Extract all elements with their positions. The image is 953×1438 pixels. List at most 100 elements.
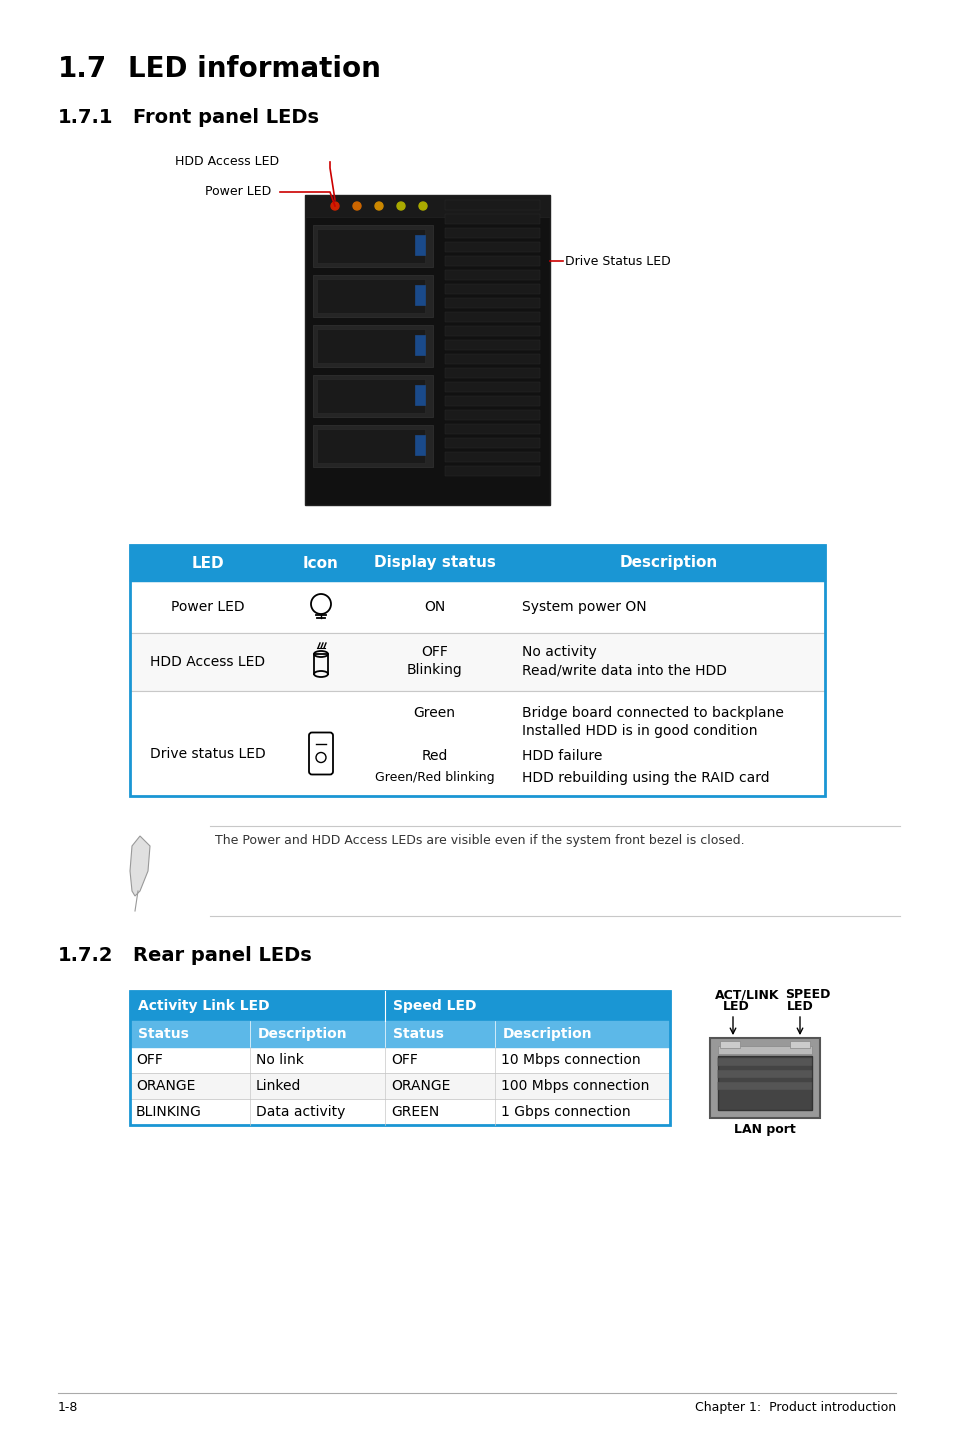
Text: Icon: Icon (303, 555, 338, 571)
Bar (444, 283, 539, 293)
Bar (415, 385, 424, 406)
Text: LAN port: LAN port (734, 1123, 795, 1136)
Bar (444, 452, 539, 462)
Bar (130, 545, 824, 797)
Text: Power LED: Power LED (205, 186, 271, 198)
Text: Description: Description (257, 1027, 347, 1041)
Bar (444, 410, 539, 420)
Bar (130, 581, 824, 633)
Text: Display status: Display status (374, 555, 495, 571)
Circle shape (331, 201, 338, 210)
Text: 1-8: 1-8 (58, 1401, 78, 1414)
Text: 1.7: 1.7 (58, 55, 107, 83)
Bar (130, 991, 669, 1125)
Text: BLINKING: BLINKING (136, 1104, 202, 1119)
Text: No activity: No activity (521, 646, 597, 659)
Text: OFF: OFF (420, 646, 448, 659)
Text: 1.7.1: 1.7.1 (58, 108, 113, 127)
Text: ORANGE: ORANGE (136, 1078, 195, 1093)
Bar (415, 234, 424, 255)
Text: 100 Mbps connection: 100 Mbps connection (500, 1078, 649, 1093)
Bar (130, 1021, 669, 1047)
Bar (444, 312, 539, 322)
Circle shape (353, 201, 360, 210)
Text: ON: ON (423, 600, 445, 614)
Bar (316, 329, 424, 362)
Bar (444, 439, 539, 449)
Text: Power LED: Power LED (171, 600, 244, 614)
Text: Data activity: Data activity (255, 1104, 345, 1119)
Bar (305, 196, 550, 505)
Polygon shape (130, 835, 150, 896)
Bar (305, 196, 550, 217)
Text: Read/write data into the HDD: Read/write data into the HDD (521, 663, 726, 677)
Text: 1.7.2: 1.7.2 (58, 946, 113, 965)
Text: Speed LED: Speed LED (393, 999, 476, 1012)
Text: Front panel LEDs: Front panel LEDs (132, 108, 318, 127)
Text: OFF: OFF (136, 1053, 163, 1067)
Text: ORANGE: ORANGE (391, 1078, 450, 1093)
Text: LED information: LED information (128, 55, 380, 83)
Bar (444, 326, 539, 336)
Circle shape (396, 201, 405, 210)
Bar (720, 1041, 740, 1048)
Bar (444, 270, 539, 280)
Text: 1 Gbps connection: 1 Gbps connection (500, 1104, 630, 1119)
Bar (718, 1055, 811, 1110)
Text: HDD rebuilding using the RAID card: HDD rebuilding using the RAID card (521, 771, 769, 785)
Text: Drive Status LED: Drive Status LED (564, 255, 670, 267)
Bar (444, 229, 539, 239)
Text: Drive status LED: Drive status LED (150, 746, 265, 761)
Text: Status: Status (138, 1027, 189, 1041)
Text: Blinking: Blinking (406, 663, 462, 677)
Bar (130, 1073, 669, 1099)
Bar (316, 380, 424, 413)
Bar (444, 383, 539, 393)
Bar (130, 1047, 669, 1073)
Bar (789, 1041, 809, 1048)
Bar (444, 200, 539, 210)
Bar (313, 375, 433, 417)
Text: Green/Red blinking: Green/Red blinking (375, 771, 494, 784)
Bar (444, 214, 539, 224)
Bar (444, 466, 539, 476)
Text: Chapter 1:  Product introduction: Chapter 1: Product introduction (694, 1401, 895, 1414)
Text: LED: LED (786, 999, 813, 1012)
Bar (313, 224, 433, 267)
Bar (709, 1038, 820, 1117)
Bar (718, 1070, 811, 1078)
Bar (130, 545, 824, 581)
Bar (130, 1099, 669, 1125)
Text: Rear panel LEDs: Rear panel LEDs (132, 946, 312, 965)
Bar (444, 256, 539, 266)
Text: ACT/LINK: ACT/LINK (714, 988, 779, 1001)
Text: System power ON: System power ON (521, 600, 646, 614)
Bar (415, 436, 424, 454)
Text: Activity Link LED: Activity Link LED (138, 999, 270, 1012)
Circle shape (418, 201, 427, 210)
Text: Linked: Linked (255, 1078, 301, 1093)
Bar (444, 242, 539, 252)
Text: SPEED: SPEED (784, 988, 829, 1001)
Bar (130, 692, 824, 797)
Bar (313, 426, 433, 467)
Bar (718, 1045, 811, 1054)
Circle shape (375, 201, 382, 210)
Text: LED: LED (191, 555, 224, 571)
Bar (444, 339, 539, 349)
Text: Description: Description (618, 555, 717, 571)
Bar (415, 285, 424, 305)
Bar (444, 298, 539, 308)
Bar (444, 368, 539, 378)
Text: OFF: OFF (391, 1053, 417, 1067)
Text: Red: Red (421, 749, 447, 764)
Text: Installed HDD is in good condition: Installed HDD is in good condition (521, 723, 757, 738)
Bar (316, 229, 424, 263)
Bar (316, 279, 424, 313)
Text: No link: No link (255, 1053, 304, 1067)
Bar (444, 424, 539, 434)
Bar (316, 429, 424, 463)
Text: HDD failure: HDD failure (521, 749, 601, 764)
Text: HDD Access LED: HDD Access LED (174, 155, 279, 168)
Text: The Power and HDD Access LEDs are visible even if the system front bezel is clos: The Power and HDD Access LEDs are visibl… (214, 834, 744, 847)
